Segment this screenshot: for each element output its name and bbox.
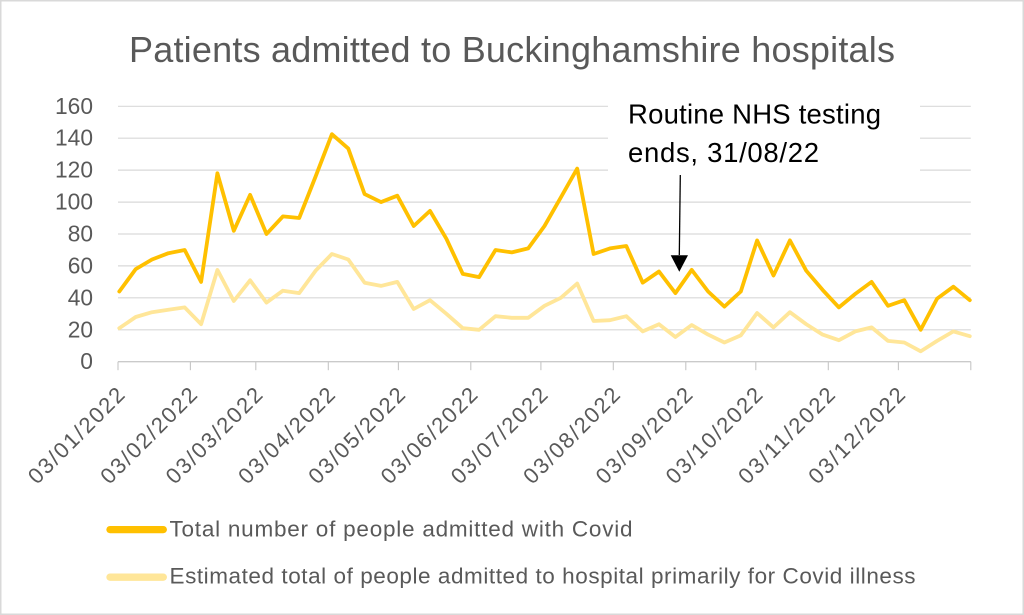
svg-text:20: 20	[68, 316, 93, 342]
svg-text:0: 0	[80, 348, 93, 374]
svg-text:ends, 31/08/22: ends, 31/08/22	[628, 137, 819, 168]
svg-text:120: 120	[55, 157, 93, 183]
svg-text:80: 80	[68, 221, 93, 247]
svg-text:60: 60	[68, 252, 93, 278]
svg-text:Total number of people admitte: Total number of people admitted with Cov…	[170, 517, 633, 542]
svg-text:Routine NHS testing: Routine NHS testing	[628, 98, 881, 129]
svg-text:Estimated total of people admi: Estimated total of people admitted to ho…	[170, 563, 916, 588]
svg-text:140: 140	[55, 125, 93, 151]
svg-text:Patients admitted to Buckingha: Patients admitted to Buckinghamshire hos…	[129, 29, 895, 70]
svg-text:160: 160	[55, 93, 93, 119]
svg-text:40: 40	[68, 284, 93, 310]
svg-text:100: 100	[55, 189, 93, 215]
